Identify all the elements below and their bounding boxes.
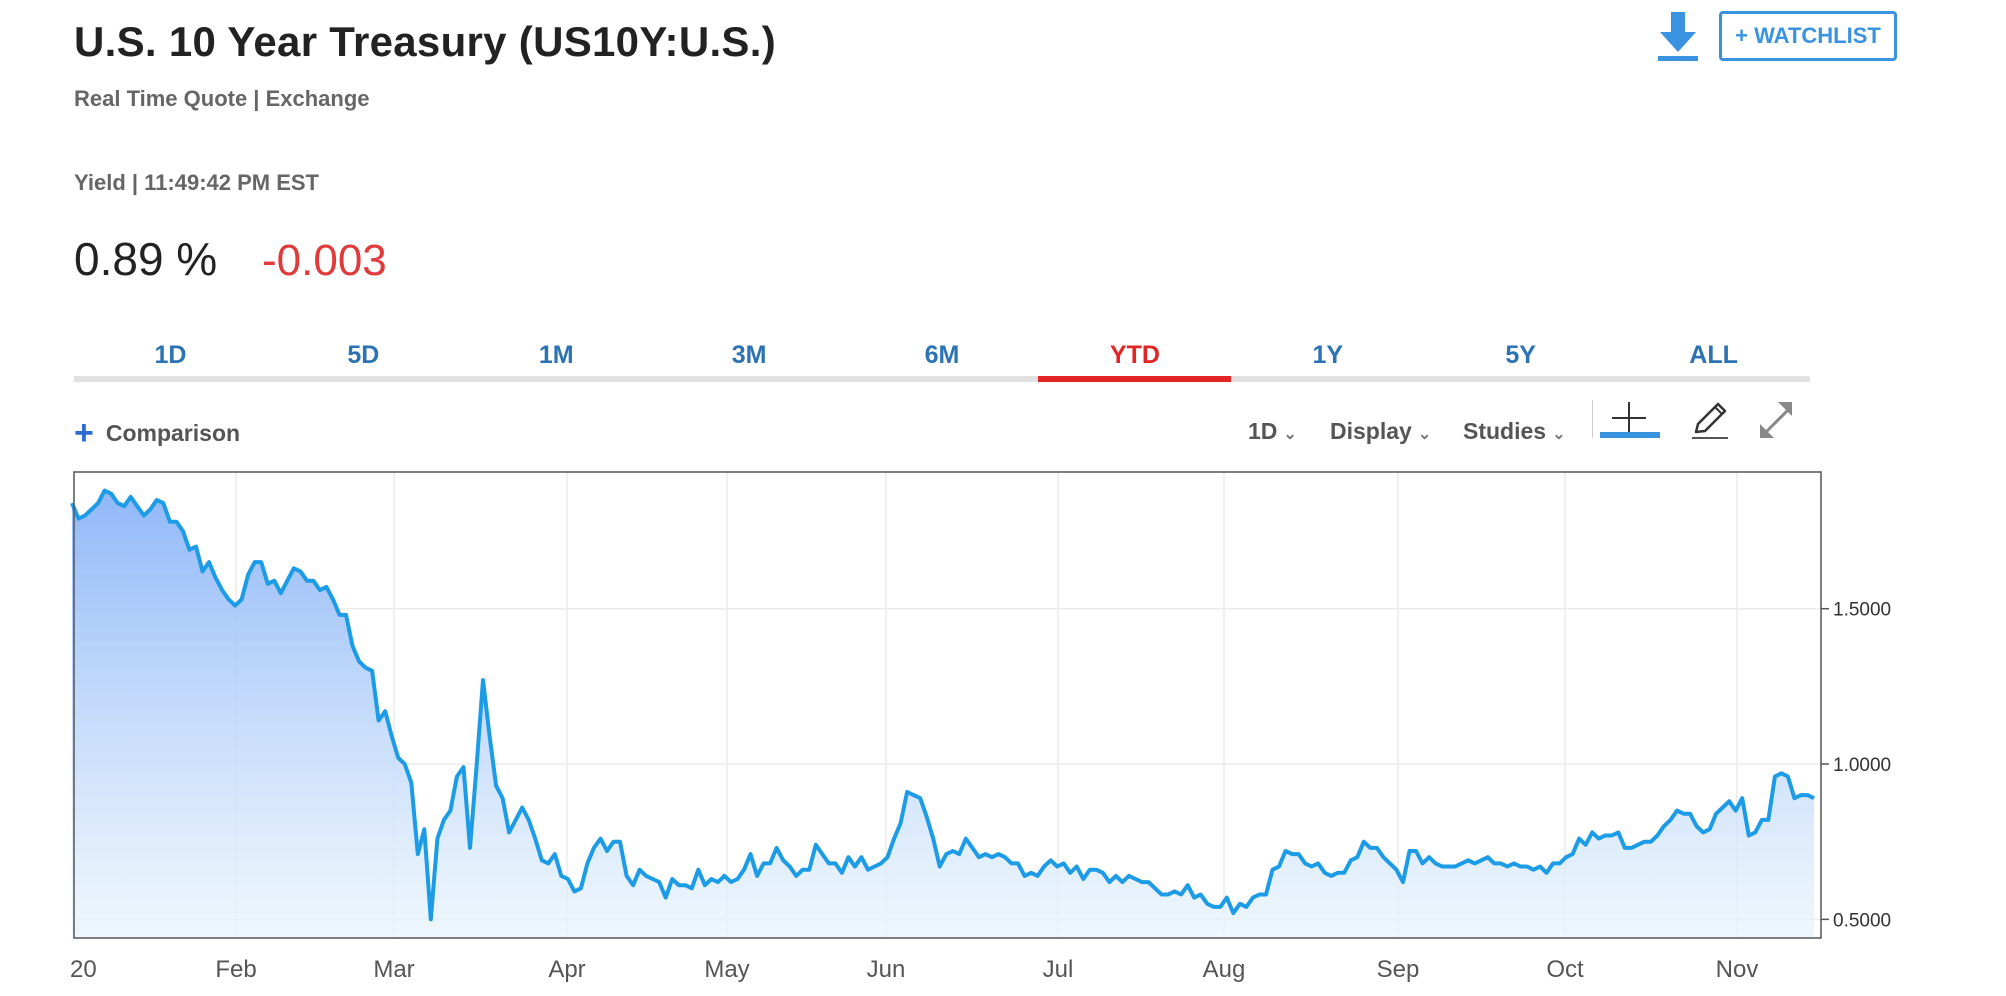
yield-timestamp: Yield | 11:49:42 PM EST: [74, 170, 319, 195]
tab-6m[interactable]: 6M: [924, 341, 960, 369]
x-tick-label: Sep: [1377, 956, 1420, 983]
x-tick-label: Oct: [1546, 956, 1584, 983]
x-tick-label: Feb: [215, 956, 256, 983]
x-tick-label: May: [704, 956, 749, 983]
expand-icon: [1760, 402, 1792, 438]
area-fill: [72, 490, 1814, 938]
chevron-down-icon: ⌄: [1552, 426, 1566, 443]
x-tick-label: Jun: [867, 956, 906, 983]
display-dropdown[interactable]: Display ⌄: [1330, 418, 1431, 445]
chevron-down-icon: ⌄: [1283, 426, 1297, 443]
comparison-button[interactable]: + Comparison: [74, 414, 241, 452]
interval-label: 1D: [1248, 418, 1278, 444]
tab-5d[interactable]: 5D: [347, 341, 380, 369]
x-tick-label: Apr: [548, 956, 585, 983]
studies-label: Studies: [1463, 418, 1547, 444]
tab-1d[interactable]: 1D: [154, 341, 187, 369]
plus-icon: +: [74, 414, 94, 452]
download-button[interactable]: [1656, 12, 1700, 62]
y-tick-label: 1.5000: [1833, 600, 1891, 621]
quote-subtitle: Real Time Quote | Exchange: [74, 86, 370, 111]
crosshair-icon: [1591, 400, 1660, 438]
crosshair-button[interactable]: [1591, 398, 1662, 447]
tab-all[interactable]: ALL: [1689, 341, 1738, 369]
interval-dropdown[interactable]: 1D ⌄: [1248, 418, 1297, 445]
y-tick-label: 0.5000: [1833, 910, 1891, 931]
expand-button[interactable]: [1756, 398, 1800, 447]
x-tick-label: 20: [70, 956, 97, 983]
draw-button[interactable]: [1688, 398, 1732, 447]
x-tick-label: Jul: [1043, 956, 1074, 983]
comparison-label: Comparison: [105, 419, 241, 446]
series-line: [70, 488, 1815, 922]
y-tick-label: 1.0000: [1833, 755, 1891, 776]
tab-1m[interactable]: 1M: [538, 341, 574, 369]
x-tick-label: Mar: [373, 956, 414, 983]
plot-border: [73, 471, 1822, 939]
tab-3m[interactable]: 3M: [731, 341, 767, 369]
display-label: Display: [1330, 418, 1412, 444]
price-change: -0.003: [262, 236, 387, 285]
chevron-down-icon: ⌄: [1417, 426, 1432, 443]
download-icon: [1658, 12, 1698, 61]
tab-5y[interactable]: 5Y: [1505, 341, 1536, 369]
x-tick-label: Aug: [1203, 956, 1246, 983]
studies-dropdown[interactable]: Studies ⌄: [1463, 418, 1565, 445]
page-title: U.S. 10 Year Treasury (US10Y:U.S.): [74, 18, 776, 65]
tab-1y[interactable]: 1Y: [1312, 341, 1344, 369]
range-tabs: 1D 5D 1M 3M 6M YTD 1Y 5Y ALL: [74, 336, 1810, 382]
tab-ytd[interactable]: YTD: [1038, 336, 1232, 382]
x-tick-label: Nov: [1716, 956, 1759, 983]
watchlist-button[interactable]: + WATCHLIST: [1719, 11, 1897, 61]
price-value: 0.89 %: [74, 233, 218, 285]
pencil-icon: [1692, 402, 1728, 439]
